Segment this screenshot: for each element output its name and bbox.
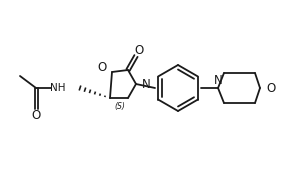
Text: N: N — [142, 78, 151, 90]
Text: O: O — [135, 44, 144, 56]
Text: O: O — [31, 109, 41, 121]
Text: O: O — [98, 61, 107, 73]
Text: (S): (S) — [114, 101, 125, 110]
Text: O: O — [266, 82, 275, 94]
Text: NH: NH — [50, 83, 66, 93]
Text: N: N — [214, 73, 222, 87]
